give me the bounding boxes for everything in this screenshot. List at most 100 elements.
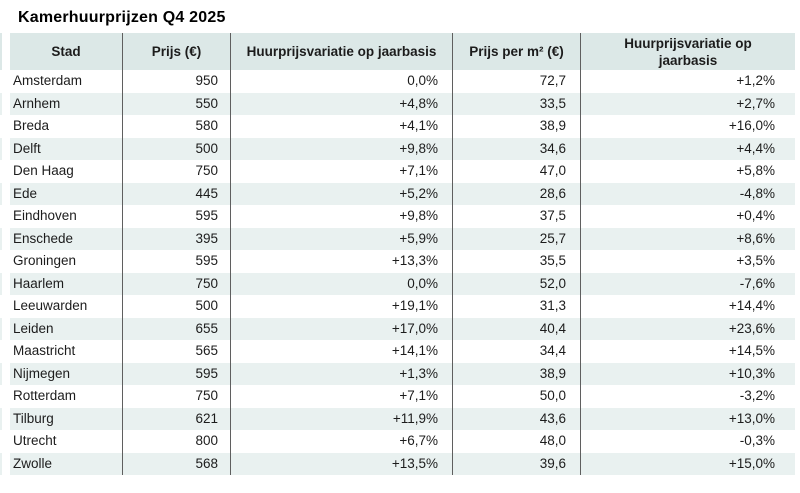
row-gap [2, 92, 10, 115]
cell-prijs: 580 [122, 115, 230, 138]
cell-variatie-m2: +14,4% [580, 295, 795, 318]
row-gap [2, 137, 10, 160]
cell-prijs-m2: 35,5 [452, 250, 580, 273]
table-row: Nijmegen 595 +1,3% 38,9 +10,3% [0, 362, 795, 385]
cell-prijs-m2: 40,4 [452, 317, 580, 340]
cell-variatie-m2: +13,0% [580, 407, 795, 430]
cell-prijs: 568 [122, 452, 230, 475]
table-row: Arnhem 550 +4,8% 33,5 +2,7% [0, 92, 795, 115]
cell-prijs: 655 [122, 317, 230, 340]
cell-stad: Breda [13, 118, 50, 133]
cell-prijs: 750 [122, 272, 230, 295]
cell-prijs: 395 [122, 227, 230, 250]
row-gap [2, 295, 10, 318]
cell-prijs-m2: 38,9 [452, 362, 580, 385]
table-row: Breda 580 +4,1% 38,9 +16,0% [0, 115, 795, 138]
row-gap [2, 407, 10, 430]
cell-stad: Maastricht [13, 343, 76, 358]
cell-prijs: 595 [122, 362, 230, 385]
cell-variatie-jaar: +13,5% [230, 452, 452, 475]
table-row: Den Haag 750 +7,1% 47,0 +5,8% [0, 160, 795, 183]
cell-stad: Leeuwarden [13, 298, 88, 313]
cell-stad: Groningen [13, 253, 77, 268]
cell-variatie-m2: +16,0% [580, 115, 795, 138]
cell-prijs-m2: 47,0 [452, 160, 580, 183]
cell-variatie-jaar: 0,0% [230, 70, 452, 93]
cell-prijs: 500 [122, 137, 230, 160]
cell-prijs: 565 [122, 340, 230, 363]
cell-variatie-jaar: +11,9% [230, 407, 452, 430]
cell-prijs-m2: 38,9 [452, 115, 580, 138]
cell-variatie-m2: +3,5% [580, 250, 795, 273]
cell-variatie-jaar: +14,1% [230, 340, 452, 363]
cell-stad: Zwolle [13, 455, 53, 471]
table-row: Eindhoven 595 +9,8% 37,5 +0,4% [0, 205, 795, 228]
cell-variatie-m2: -7,6% [580, 272, 795, 295]
row-gap [2, 227, 10, 250]
cell-variatie-jaar: +17,0% [230, 317, 452, 340]
column-header-prijs-m2: Prijs per m² (€) [452, 33, 580, 70]
cell-variatie-m2: +5,8% [580, 160, 795, 183]
row-gap [2, 362, 10, 385]
cell-variatie-jaar: +13,3% [230, 250, 452, 273]
cell-prijs: 445 [122, 182, 230, 205]
cell-variatie-jaar: +1,3% [230, 362, 452, 385]
cell-prijs-m2: 33,5 [452, 92, 580, 115]
cell-variatie-jaar: +5,9% [230, 227, 452, 250]
row-gap [2, 430, 10, 453]
cell-variatie-m2: -0,3% [580, 430, 795, 453]
cell-variatie-jaar: +19,1% [230, 295, 452, 318]
row-gap [2, 205, 10, 228]
cell-stad: Amsterdam [13, 73, 83, 88]
cell-variatie-jaar: +6,7% [230, 430, 452, 453]
cell-variatie-m2: -3,2% [580, 385, 795, 408]
table-row: Rotterdam 750 +7,1% 50,0 -3,2% [0, 385, 795, 408]
table-row: Amsterdam 950 0,0% 72,7 +1,2% [0, 70, 795, 93]
table-body: Amsterdam 950 0,0% 72,7 +1,2% Arnhem 550 +4,8% 3… [0, 70, 795, 475]
cell-prijs-m2: 39,6 [452, 452, 580, 475]
cell-variatie-jaar: +5,2% [230, 182, 452, 205]
cell-variatie-m2: -4,8% [580, 182, 795, 205]
cell-prijs: 595 [122, 205, 230, 228]
table-row: Ede 445 +5,2% 28,6 -4,8% [0, 182, 795, 205]
row-gap [2, 385, 10, 408]
table-row: Maastricht 565 +14,1% 34,4 +14,5% [0, 340, 795, 363]
cell-prijs: 950 [122, 70, 230, 93]
page-title: Kamerhuurprijzen Q4 2025 [18, 9, 226, 26]
cell-prijs-m2: 25,7 [452, 227, 580, 250]
cell-variatie-jaar: +4,1% [230, 115, 452, 138]
column-header-variatie-jaar: Huurprijsvariatie op jaarbasis [230, 33, 452, 70]
cell-stad: Rotterdam [13, 388, 77, 403]
cell-variatie-jaar: 0,0% [230, 272, 452, 295]
table-header-row: Stad Prijs (€) Huurprijsvariatie op jaar… [0, 33, 795, 70]
cell-stad: Leiden [13, 320, 54, 336]
table-row: Zwolle 568 +13,5% 39,6 +15,0% [0, 452, 795, 475]
cell-variatie-m2: +15,0% [580, 452, 795, 475]
row-gap [2, 33, 10, 70]
column-header-variatie-m2: Huurprijsvariatie op jaarbasis [580, 33, 795, 70]
cell-prijs-m2: 31,3 [452, 295, 580, 318]
cell-prijs-m2: 72,7 [452, 70, 580, 93]
cell-prijs: 750 [122, 385, 230, 408]
cell-stad: Den Haag [13, 163, 74, 178]
column-header-prijs: Prijs (€) [122, 33, 230, 70]
cell-stad: Haarlem [13, 275, 65, 291]
cell-stad: Eindhoven [13, 208, 77, 223]
cell-prijs-m2: 34,6 [452, 137, 580, 160]
table-row: Leiden 655 +17,0% 40,4 +23,6% [0, 317, 795, 340]
cell-stad: Nijmegen [13, 365, 71, 381]
cell-prijs-m2: 52,0 [452, 272, 580, 295]
row-gap [2, 272, 10, 295]
kamerhuurprijzen-table: Stad Prijs (€) Huurprijsvariatie op jaar… [0, 33, 795, 475]
cell-prijs: 621 [122, 407, 230, 430]
row-gap [2, 115, 10, 138]
cell-stad: Tilburg [13, 410, 54, 426]
cell-stad: Enschede [13, 230, 74, 246]
cell-stad: Delft [13, 140, 41, 156]
row-gap [2, 70, 10, 93]
cell-variatie-m2: +1,2% [580, 70, 795, 93]
row-gap [2, 160, 10, 183]
row-gap [2, 452, 10, 475]
cell-variatie-m2: +8,6% [580, 227, 795, 250]
cell-variatie-m2: +0,4% [580, 205, 795, 228]
